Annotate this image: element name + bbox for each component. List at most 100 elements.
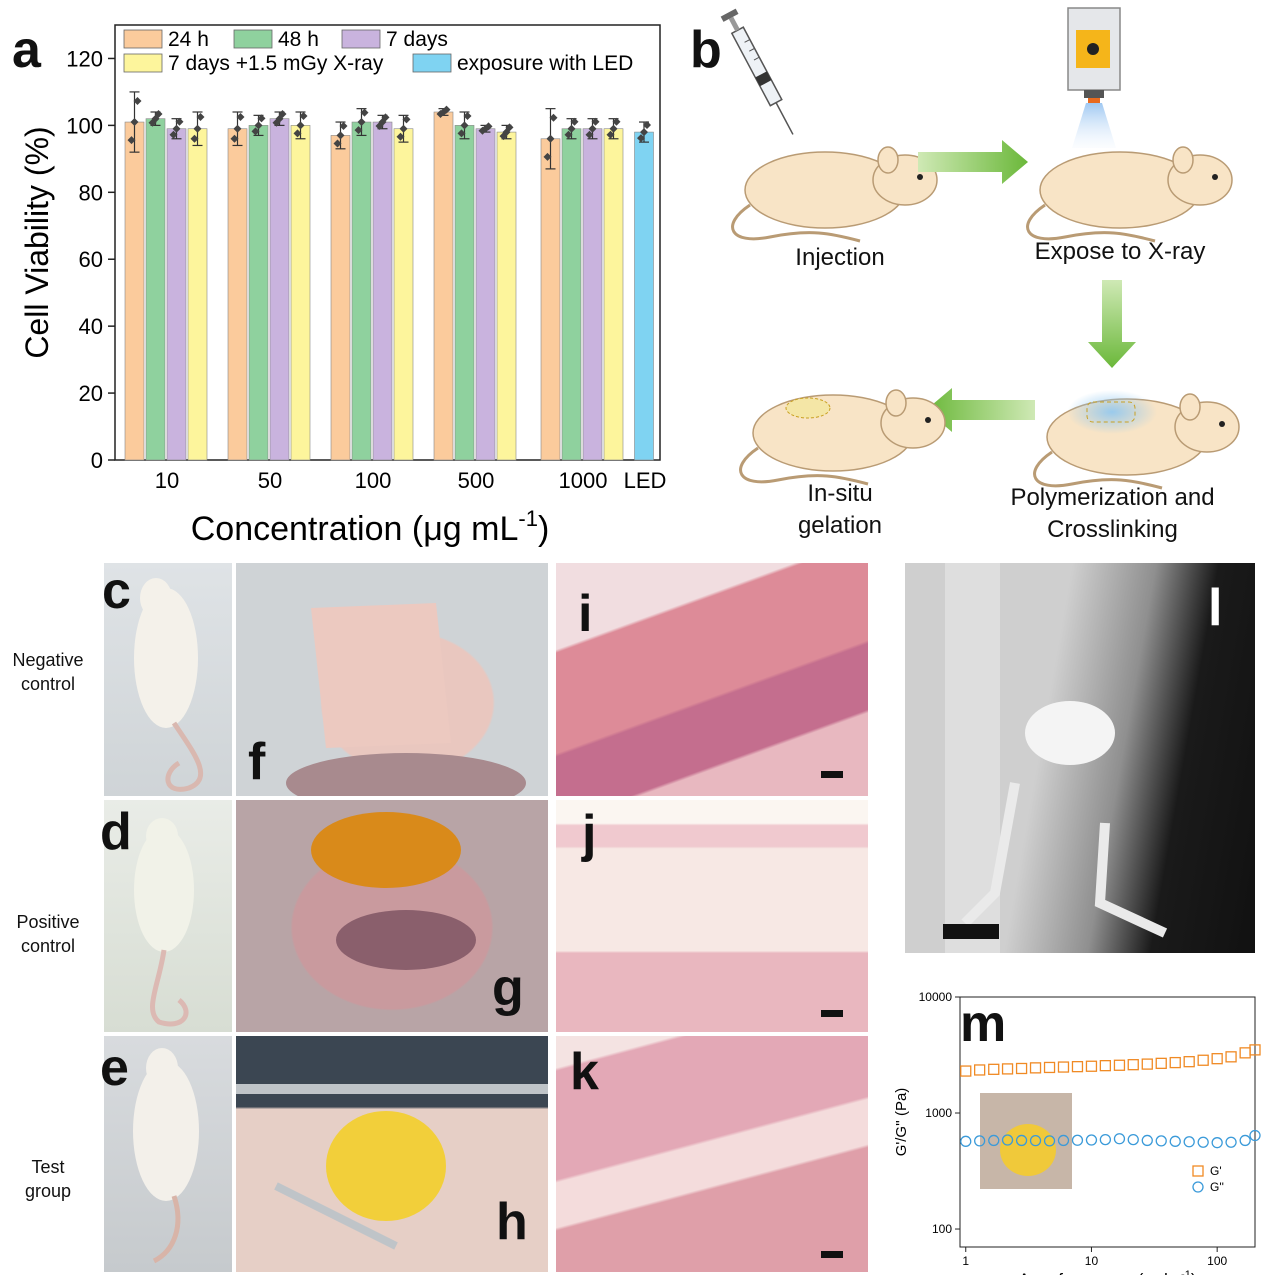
data-point — [296, 121, 305, 130]
y-tick-label: 100 — [66, 113, 103, 138]
row-label-test: Test group — [0, 1155, 96, 1203]
mouse-xray-icon — [1026, 146, 1233, 243]
bar — [496, 131, 517, 461]
bar — [603, 128, 624, 461]
photo-mouse-test — [104, 1036, 232, 1272]
y-tick-label: 40 — [79, 314, 103, 339]
data-point — [360, 108, 369, 117]
arrow-right-1 — [918, 140, 1028, 184]
syringe-icon — [720, 8, 794, 135]
y-tick-label: 80 — [79, 180, 103, 205]
point-g-double-prime — [960, 1135, 972, 1147]
data-point — [481, 124, 490, 133]
point-g-prime — [1015, 1062, 1028, 1075]
y-tick-label: 100 — [932, 1222, 952, 1236]
point-g-double-prime — [1211, 1137, 1223, 1149]
legend-marker — [1192, 1165, 1204, 1177]
bar — [540, 138, 561, 461]
point-g-prime — [1071, 1060, 1084, 1073]
point-g-prime — [960, 1065, 972, 1077]
point-g-prime — [1113, 1059, 1126, 1071]
x-tick-label: 10 — [155, 468, 179, 493]
point-g-double-prime — [974, 1135, 986, 1147]
legend-label: 24 h — [168, 28, 209, 51]
data-point — [278, 110, 287, 119]
data-point — [127, 136, 136, 145]
panel-label-b: b — [690, 21, 722, 79]
data-point — [293, 129, 302, 138]
panel-label-h: h — [496, 1193, 528, 1251]
bar — [187, 128, 208, 461]
bar — [124, 121, 145, 461]
step-gelation: In-situ gelation — [760, 478, 920, 542]
bar — [227, 128, 248, 461]
bar — [372, 121, 393, 461]
panel-label-f: f — [248, 733, 266, 791]
y-axis-label: Cell Viability (%) — [19, 126, 55, 358]
y-tick-label: 0 — [91, 448, 103, 473]
data-point — [463, 112, 472, 121]
point-g-prime — [1099, 1060, 1112, 1072]
data-point — [549, 113, 558, 122]
point-g-double-prime — [1183, 1136, 1195, 1148]
step-polymerization-line2: Crosslinking — [1047, 516, 1178, 543]
point-g-prime — [1183, 1056, 1195, 1068]
data-point — [133, 96, 142, 105]
point-g-prime — [1043, 1061, 1056, 1074]
y-tick-label: 10000 — [919, 990, 953, 1004]
point-g-prime — [1057, 1061, 1070, 1073]
point-g-double-prime — [1225, 1136, 1237, 1148]
data-point — [236, 113, 245, 122]
cell-viability-bar-chart: 0 20 40 60 80 100 120 Cell Viability (%) 10 50 100… — [19, 24, 667, 548]
data-point — [460, 121, 469, 130]
point-g-double-prime — [988, 1134, 1000, 1147]
point-g-prime — [1141, 1058, 1153, 1070]
point-g-double-prime — [1029, 1134, 1042, 1147]
data-point — [354, 126, 363, 135]
data-point — [154, 110, 163, 119]
mouse-gelation-icon — [739, 389, 946, 486]
photo-mouse-positive — [104, 800, 232, 1032]
bar — [248, 125, 269, 461]
step-injection: Injection — [795, 244, 885, 271]
panel-label-i: i — [578, 585, 593, 643]
x-axis-label: Concentration (μg mL-1) — [191, 506, 550, 548]
y-axis-label: G'/G'' (Pa) — [893, 1088, 910, 1157]
scale-bar-i — [821, 771, 843, 778]
data-point — [643, 121, 651, 130]
panel-label-k: k — [570, 1043, 599, 1101]
data-point — [333, 139, 342, 148]
point-g-double-prime — [1127, 1133, 1139, 1146]
y-tick-label: 20 — [79, 381, 103, 406]
panel-label-c: c — [102, 562, 131, 620]
scale-bar-j — [821, 1010, 843, 1017]
data-point — [357, 118, 366, 127]
y-tick-label: 120 — [66, 46, 103, 71]
x-tick-label: 1 — [962, 1254, 969, 1268]
row-label-positive: Positive control — [0, 910, 96, 958]
point-g-prime — [1029, 1062, 1042, 1074]
x-tick-label: LED — [624, 468, 667, 493]
bar — [454, 125, 475, 461]
xray-image — [905, 563, 1255, 953]
bar — [433, 111, 454, 461]
point-g-double-prime — [1085, 1134, 1098, 1146]
data-point — [612, 117, 621, 126]
data-point — [172, 124, 181, 133]
point-g-prime — [1239, 1047, 1251, 1059]
data-point — [339, 122, 348, 131]
data-point — [336, 131, 345, 140]
histology-negative — [556, 563, 868, 796]
bar — [330, 135, 351, 461]
row-label-negative-1: Negative — [12, 650, 84, 670]
point-g-prime — [1197, 1054, 1209, 1066]
x-axis-label: Ang. frequency (rad s-1) — [1019, 1269, 1197, 1275]
data-point — [591, 117, 600, 126]
data-point — [546, 134, 555, 143]
photo-skin-negative — [236, 563, 548, 796]
point-g-prime — [1225, 1051, 1237, 1063]
point-g-prime — [974, 1064, 986, 1076]
data-point — [585, 130, 594, 139]
point-g-prime — [1085, 1060, 1098, 1072]
data-point — [230, 134, 239, 143]
